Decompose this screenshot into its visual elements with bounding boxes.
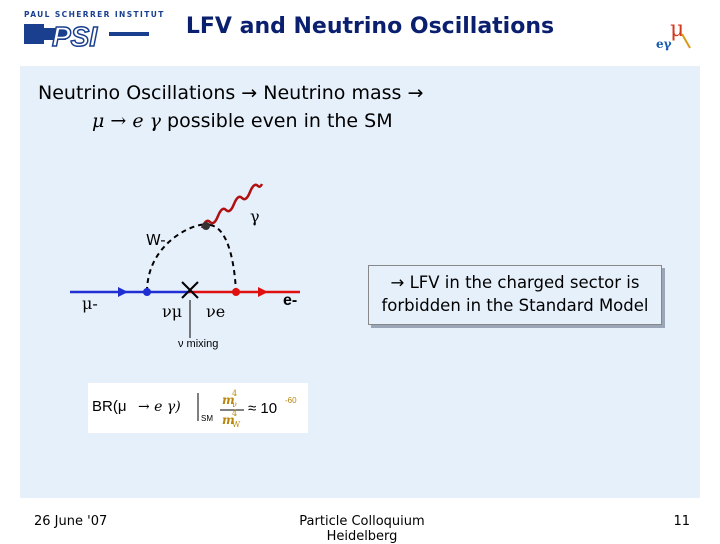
page-number: 11: [673, 514, 690, 529]
page-title: LFV and Neutrino Oscillations: [185, 14, 555, 39]
formula-num-pow: 4: [232, 389, 237, 398]
meg-logo: μ eγ: [650, 12, 698, 52]
callout-line-2: forbidden in the Standard Model: [381, 296, 649, 315]
label-w-boson: W-: [146, 231, 166, 249]
intro-line: Neutrino Oscillations → Neutrino mass →: [38, 82, 424, 104]
label-gamma: γ: [250, 207, 260, 226]
formula-den: m: [222, 413, 235, 427]
callout-line-1: → LFV in the charged sector is: [390, 273, 640, 292]
w-loop-left: [146, 223, 211, 293]
label-nu-e: νe: [206, 302, 226, 321]
formula-sm: SM: [201, 414, 213, 423]
decay-text: possible even in the SM: [167, 110, 393, 132]
w-loop-right: [209, 224, 237, 293]
vertex-left: [143, 288, 151, 296]
electron-arrow: [258, 287, 268, 297]
meg-logo-sub: eγ: [656, 37, 672, 51]
formula-br: BR(μ: [92, 398, 126, 415]
formula-exp: -60: [285, 396, 297, 405]
formula-approx: ≈ 10: [248, 400, 277, 417]
vertex-right: [232, 288, 240, 296]
formula-den-pow: 4: [232, 409, 237, 418]
label-electron: e-: [283, 292, 298, 309]
label-muon: μ-: [82, 294, 98, 313]
vertex-top: [202, 222, 210, 230]
decay-symbols: μ → e γ: [92, 110, 161, 132]
formula-num-sub: ν: [232, 400, 237, 409]
branching-ratio-formula: BR(μ → e γ) SM m ν 4 m W 4 ≈ 10 -60: [88, 383, 308, 433]
formula-num: m: [222, 393, 235, 407]
mixing-cross-b: [181, 281, 199, 299]
footer-date: 26 June '07: [34, 514, 108, 529]
formula-arrow: → e γ): [138, 399, 181, 415]
label-nu-mu: νμ: [162, 302, 183, 321]
psi-logo-letters: PSI: [52, 21, 98, 52]
psi-logo: PSI: [14, 8, 164, 53]
formula-den-sub: W: [232, 420, 241, 429]
photon-line: [200, 183, 264, 229]
label-nu-mixing: ν mixing: [178, 338, 219, 350]
decay-line: μ → e γ possible even in the SM: [92, 110, 393, 132]
logo-caption: PAUL SCHERRER INSTITUT: [24, 10, 165, 19]
meg-logo-mu: μ: [670, 17, 684, 42]
muon-arrow: [118, 287, 128, 297]
lfv-callout: → LFV in the charged sector is forbidden…: [368, 265, 662, 325]
